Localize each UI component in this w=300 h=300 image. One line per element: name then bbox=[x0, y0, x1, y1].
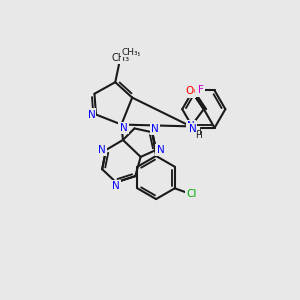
Text: CH₃: CH₃ bbox=[122, 48, 138, 57]
Text: N: N bbox=[98, 145, 106, 155]
Text: N: N bbox=[157, 145, 165, 155]
Text: O: O bbox=[185, 86, 193, 96]
Text: H: H bbox=[195, 131, 202, 140]
Text: F: F bbox=[198, 85, 204, 95]
Text: N: N bbox=[119, 123, 127, 133]
Text: N: N bbox=[120, 123, 128, 134]
Text: N: N bbox=[88, 110, 95, 119]
Text: N: N bbox=[112, 181, 120, 191]
Text: H: H bbox=[194, 127, 200, 136]
Text: Cl: Cl bbox=[187, 189, 197, 199]
Text: N: N bbox=[188, 124, 196, 134]
Text: N: N bbox=[156, 145, 164, 155]
Text: N: N bbox=[152, 124, 159, 134]
Text: N: N bbox=[112, 181, 120, 191]
Text: N: N bbox=[88, 110, 95, 119]
Text: N: N bbox=[151, 124, 158, 134]
Text: CH₃: CH₃ bbox=[122, 48, 140, 58]
Text: N: N bbox=[187, 122, 195, 131]
Text: O: O bbox=[187, 87, 195, 97]
Text: N: N bbox=[98, 145, 106, 155]
Text: CH₃: CH₃ bbox=[112, 53, 130, 64]
Text: F: F bbox=[197, 85, 203, 95]
